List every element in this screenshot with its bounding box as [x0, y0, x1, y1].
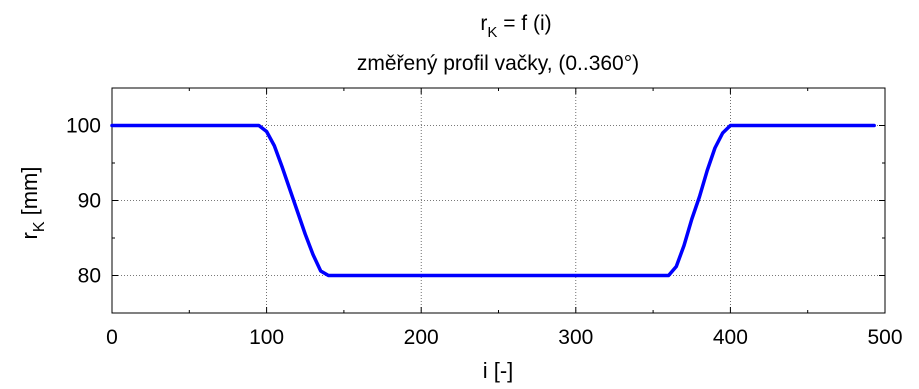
x-axis-label: i [-]	[483, 358, 514, 383]
chart-title: rK = f (i)	[480, 12, 551, 41]
x-tick-label: 200	[404, 326, 439, 349]
x-tick-label: 500	[867, 326, 902, 349]
x-tick-label: 400	[713, 326, 748, 349]
y-tick-label: 90	[78, 190, 101, 213]
y-tick-label: 100	[66, 115, 101, 138]
grid	[112, 88, 885, 313]
x-tick-labels: 0 100 200 300 400 500	[106, 326, 902, 349]
y-tick-labels: 80 90 100	[66, 115, 101, 288]
x-tick-label: 0	[106, 326, 118, 349]
series-layer	[110, 123, 876, 278]
y-axis-label: rK [mm]	[17, 167, 48, 240]
chart-subtitle: změřený profil vačky, (0..360°)	[357, 52, 639, 75]
y-tick-label: 80	[78, 265, 101, 288]
x-tick-label: 300	[558, 326, 593, 349]
minor-ticks	[111, 87, 886, 314]
x-tick-label: 100	[249, 326, 284, 349]
series-line	[110, 123, 876, 278]
